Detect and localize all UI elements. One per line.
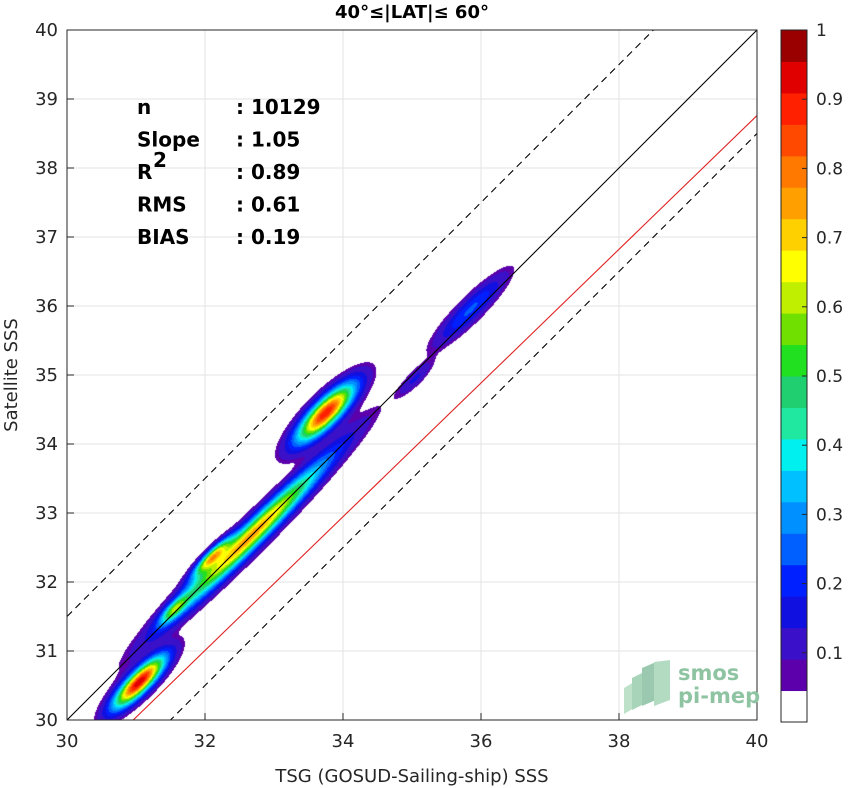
- reference-lines: [67, 30, 757, 720]
- colorbar-tick-label: 1: [816, 21, 827, 41]
- y-tick-label: 33: [35, 503, 58, 524]
- y-axis-ticks: 30 31 32 33 34 35 36 37 38 39 40: [35, 20, 74, 731]
- x-tick-label: 30: [56, 731, 79, 752]
- stat-value: : 10129: [236, 95, 321, 119]
- stat-value: : 0.89: [236, 160, 300, 184]
- y-tick-label: 40: [35, 20, 58, 41]
- colorbar-segment: [781, 533, 807, 566]
- y-tick-label: 39: [35, 89, 58, 110]
- colorbar-segment: [781, 124, 807, 157]
- stat-label: R: [137, 160, 152, 184]
- colorbar-segment: [781, 596, 807, 629]
- x-axis-label: TSG (GOSUD-Sailing-ship) SSS: [274, 766, 548, 787]
- statistics-panel: n : 10129 Slope : 1.05 R 2 : 0.89 RMS : 0.61 BIAS…: [137, 95, 321, 249]
- colorbar-segment: [781, 187, 807, 220]
- chart-title: 40°≤|LAT|≤ 60°: [335, 2, 489, 23]
- colorbar-segment: [781, 313, 807, 346]
- colorbar-tick-label: 0.1: [816, 644, 843, 664]
- x-tick-label: 40: [746, 731, 769, 752]
- stat-label: BIAS: [137, 225, 190, 249]
- colorbar-segment: [781, 281, 807, 314]
- stat-label: n: [137, 95, 151, 119]
- colorbar-segment: [781, 376, 807, 408]
- colorbar: [780, 29, 808, 723]
- colorbar-segment: [781, 438, 807, 471]
- x-tick-label: 32: [194, 731, 217, 752]
- colorbar-segment: [781, 61, 807, 94]
- colorbar-segment: [781, 92, 807, 125]
- x-tick-label: 34: [332, 731, 355, 752]
- stat-label-superscript: 2: [153, 148, 167, 172]
- colorbar-segment: [781, 155, 807, 188]
- y-tick-label: 34: [35, 434, 58, 455]
- colorbar-tick-label: 0.6: [816, 298, 843, 318]
- stat-value: : 1.05: [236, 128, 300, 152]
- colorbar-segment: [781, 218, 807, 251]
- colorbar-segment: [781, 250, 807, 283]
- colorbar-segment: [781, 30, 807, 62]
- colorbar-segment: [781, 407, 807, 440]
- stat-value: : 0.19: [236, 225, 300, 249]
- y-tick-label: 30: [35, 710, 58, 731]
- one-to-one-line: [67, 30, 757, 720]
- y-axis-label: Satellite SSS: [1, 318, 22, 432]
- x-tick-label: 36: [470, 731, 493, 752]
- logo-text-line2: pi-mep: [678, 684, 760, 708]
- stat-label: Slope: [137, 128, 200, 152]
- colorbar-segment: [781, 501, 807, 534]
- colorbar-tick-label: 0.7: [816, 229, 843, 249]
- colorbar-tick-label: 0.4: [816, 436, 843, 456]
- y-tick-label: 35: [35, 365, 58, 386]
- regression-line: [132, 115, 757, 720]
- stat-label: RMS: [137, 193, 187, 217]
- stat-value: : 0.61: [236, 193, 300, 217]
- y-tick-label: 37: [35, 227, 58, 248]
- colorbar-segment: [781, 690, 807, 723]
- colorbar-tick-label: 0.2: [816, 575, 843, 595]
- logo-text-line1: smos: [678, 661, 739, 685]
- colorbar-tick-label: 0.5: [816, 367, 843, 387]
- colorbar-segment: [781, 659, 807, 692]
- waves-icon: [624, 660, 670, 714]
- colorbar-tick-label: 0.9: [816, 90, 843, 110]
- y-tick-label: 32: [35, 572, 58, 593]
- logo: smos pi-mep: [624, 660, 760, 714]
- y-tick-label: 38: [35, 158, 58, 179]
- colorbar-segment: [781, 470, 807, 503]
- y-tick-label: 36: [35, 296, 58, 317]
- x-tick-label: 38: [608, 731, 631, 752]
- colorbar-segment: [781, 564, 807, 597]
- y-tick-label: 31: [35, 641, 58, 662]
- lower-bound-line: [169, 133, 757, 720]
- colorbar-tick-label: 0.3: [816, 505, 843, 525]
- upper-bound-line: [67, 30, 655, 617]
- colorbar-tick-label: 0.8: [816, 159, 843, 179]
- colorbar-segment: [781, 344, 807, 377]
- x-axis-ticks: 30 32 34 36 38 40: [56, 713, 769, 752]
- colorbar-ticks: 0.1 0.2 0.3 0.4 0.5 0.6 0.7 0.8 0.9 1: [802, 21, 843, 664]
- colorbar-segment: [781, 627, 807, 660]
